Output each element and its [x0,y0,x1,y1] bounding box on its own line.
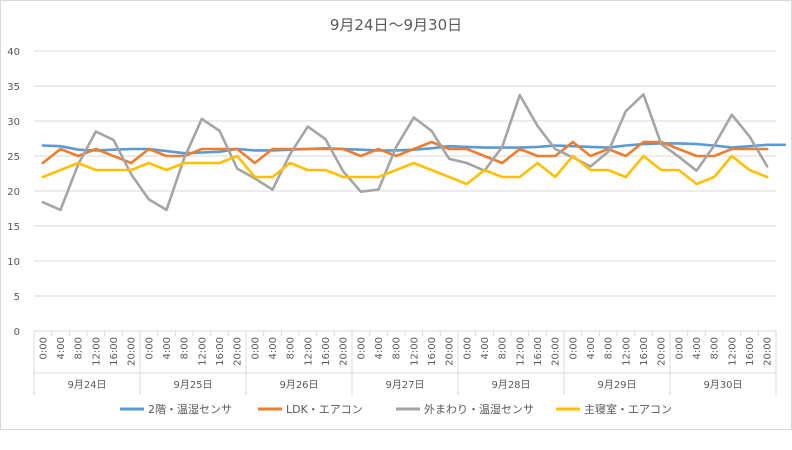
x-tick-label: 0:00 [38,337,49,359]
x-tick-label: 0:00 [250,337,261,359]
x-tick-label: 0:00 [356,337,367,359]
x-group-label: 9月29日 [597,379,636,391]
x-tick-label: 16:00 [745,337,756,366]
x-tick-label: 12:00 [91,337,102,366]
x-tick-label: 8:00 [710,337,721,359]
x-tick-label: 8:00 [604,337,615,359]
x-tick-label: 8:00 [498,337,509,359]
x-tick-label: 0:00 [462,337,473,359]
y-tick-label: 5 [14,292,20,303]
legend-label: LDK・エアコン [286,403,363,416]
x-tick-label: 20:00 [233,337,244,366]
y-tick-label: 40 [7,47,20,58]
x-tick-label: 4:00 [480,337,491,359]
legend-label: 主寝室・エアコン [584,402,672,416]
x-tick-label: 8:00 [286,337,297,359]
x-tick-label: 16:00 [639,337,650,366]
x-tick-label: 4:00 [268,337,279,359]
series-line [41,93,769,212]
x-group-label: 9月25日 [173,379,212,391]
x-tick-label: 16:00 [533,337,544,366]
series-line [41,140,769,165]
x-tick-label: 20:00 [657,337,668,366]
x-tick-label: 4:00 [692,337,703,359]
x-tick-label: 20:00 [339,337,350,366]
x-tick-label: 20:00 [445,337,456,366]
x-tick-label: 16:00 [427,337,438,366]
legend: 2階・温湿センサ LDK・エアコン 外まわり・温湿センサ 主寝室・エアコン [120,402,672,416]
x-group-label: 9月24日 [67,379,106,391]
x-tick-label: 8:00 [180,337,191,359]
x-tick-label: 20:00 [127,337,138,366]
gridlines [34,50,776,332]
x-tick-label: 4:00 [162,337,173,359]
x-tick-label: 12:00 [303,337,314,366]
x-tick-label: 8:00 [392,337,403,359]
x-group-label: 9月28日 [491,379,530,391]
x-axis: 0:00 4:00 8:00 12:00 16:00 20:00 0:00 4:00 8:00 1… [33,330,777,395]
x-tick-label: 4:00 [56,337,67,359]
y-tick-label: 10 [7,257,20,268]
x-tick-label: 12:00 [515,337,526,366]
chart-area [0,0,792,430]
x-group-label: 9月27日 [385,379,424,391]
x-tick-label: 0:00 [674,337,685,359]
chart-title: 9月24日～9月30日 [330,16,462,34]
x-tick-label: 0:00 [568,337,579,359]
x-tick-label: 4:00 [374,337,385,359]
x-tick-label: 8:00 [74,337,85,359]
x-tick-label: 0:00 [144,337,155,359]
x-tick-label: 12:00 [621,337,632,366]
y-tick-label: 30 [7,117,20,128]
y-axis: 0 5 10 15 20 25 30 35 40 [7,47,20,338]
x-tick-label: 12:00 [409,337,420,366]
x-tick-label: 20:00 [763,337,774,366]
y-tick-label: 25 [7,152,20,163]
x-tick-label: 4:00 [586,337,597,359]
x-tick-label: 16:00 [109,337,120,366]
x-tick-label: 12:00 [197,337,208,366]
y-tick-label: 35 [7,82,20,93]
x-group-label: 9月26日 [279,379,318,391]
y-tick-label: 20 [7,187,20,198]
x-tick-label: 12:00 [727,337,738,366]
y-tick-label: 0 [14,327,20,338]
legend-label: 2階・温湿センサ [148,402,232,416]
legend-label: 外まわり・温湿センサ [424,403,534,416]
series-lines [41,93,787,212]
x-tick-label: 20:00 [551,337,562,366]
series-line [41,154,769,186]
x-tick-label: 16:00 [215,337,226,366]
x-tick-label: 16:00 [321,337,332,366]
y-tick-label: 15 [7,222,20,233]
x-group-label: 9月30日 [703,379,742,391]
